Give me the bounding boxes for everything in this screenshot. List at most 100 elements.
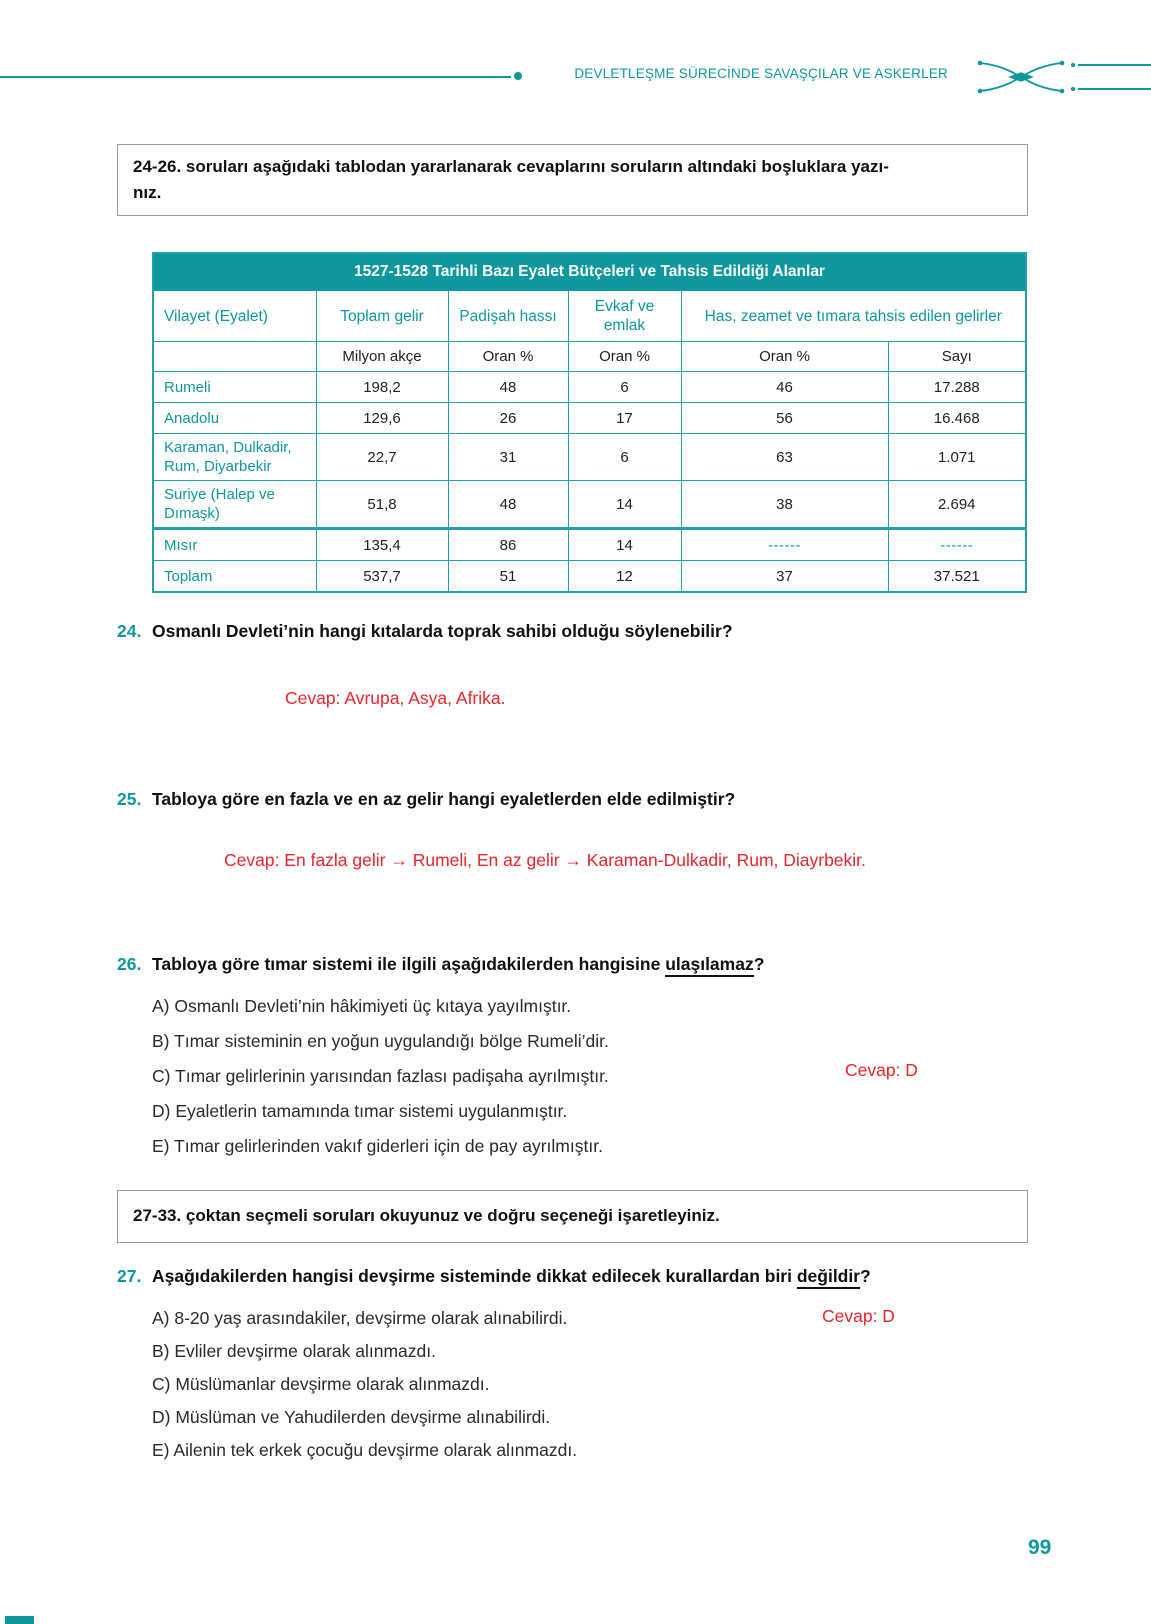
question-25: 25. Tabloya göre en fazla ve en az gelir… <box>117 786 1032 812</box>
value-cell: 31 <box>447 433 569 481</box>
value-cell: 51 <box>447 560 569 593</box>
header-rule-left <box>0 76 511 78</box>
value-cell: 135,4 <box>315 527 449 561</box>
vilayet-cell: Mısır <box>152 527 317 561</box>
value-cell: 6 <box>567 433 682 481</box>
answer-27: Cevap: D <box>822 1306 895 1326</box>
page-number: 99 <box>1028 1536 1052 1559</box>
option: C) Müslümanlar devşirme olarak alınmazdı… <box>152 1374 490 1394</box>
column-header-evkaf: Evkaf ve emlak <box>567 290 682 342</box>
value-cell: ------ <box>887 527 1027 561</box>
question-27: 27. Aşağıdakilerden hangisi devşirme sis… <box>117 1263 1032 1289</box>
header-dot <box>514 72 522 80</box>
option: E) Ailenin tek erkek çocuğu devşirme ola… <box>152 1440 578 1460</box>
table-row: Anadolu 129,6 26 17 56 16.468 <box>152 402 1027 434</box>
option: B) Evliler devşirme olarak alınmazdı. <box>152 1341 436 1361</box>
vilayet-cell: Rumeli <box>152 371 317 403</box>
table-row: Rumeli 198,2 48 6 46 17.288 <box>152 371 1027 403</box>
value-cell: 37.521 <box>887 560 1027 593</box>
vilayet-cell: Karaman, Dulkadir, Rum, Diyarbekir <box>152 433 317 481</box>
value-cell: 56 <box>680 402 889 434</box>
bottom-page-mark <box>5 1616 34 1624</box>
question-number: 27. <box>117 1266 142 1286</box>
table-row: Suriye (Halep ve Dımaşk) 51,8 48 14 38 2.694 <box>152 480 1027 529</box>
unit-oran-1: Oran % <box>447 341 569 372</box>
question-number: 25. <box>117 789 142 809</box>
value-cell: ------ <box>680 527 889 561</box>
value-cell: 198,2 <box>315 371 449 403</box>
option: B) Tımar sisteminin en yoğun uygulandığı… <box>152 1031 609 1051</box>
vilayet-cell: Anadolu <box>152 402 317 434</box>
unit-sayi: Sayı <box>887 341 1027 372</box>
question-24: 24. Osmanlı Devleti’nin hangi kıtalarda … <box>117 618 1032 644</box>
table-row: Toplam 537,7 51 12 37 37.521 <box>152 560 1027 593</box>
instruction-box-24-26: 24-26. soruları aşağıdaki tablodan yarar… <box>117 144 1028 216</box>
table-unit-row: Milyon akçe Oran % Oran % Oran % Sayı <box>152 341 1027 372</box>
value-cell: 12 <box>567 560 682 593</box>
unit-oran-2: Oran % <box>567 341 682 372</box>
column-header-toplam-gelir: Toplam gelir <box>315 290 449 342</box>
value-cell: 63 <box>680 433 889 481</box>
value-cell: 48 <box>447 480 569 529</box>
column-header-vilayet: Vilayet (Eyalet) <box>152 290 317 342</box>
header-ornament-icon <box>977 60 1151 94</box>
options-list-27: A) 8-20 yaş arasındakiler, devşirme olar… <box>152 1306 912 1471</box>
vilayet-cell: Suriye (Halep ve Dımaşk) <box>152 480 317 529</box>
instruction-text: 27-33. çoktan seçmeli soruları okuyunuz … <box>133 1206 720 1225</box>
question-text: Tabloya göre tımar sistemi ile ilgili aş… <box>152 951 764 977</box>
answer-26: Cevap: D <box>845 1060 918 1080</box>
value-cell: 17.288 <box>887 371 1027 403</box>
table-title-row: 1527-1528 Tarihli Bazı Eyalet Bütçeleri … <box>152 252 1027 291</box>
option: A) 8-20 yaş arasındakiler, devşirme olar… <box>152 1308 568 1328</box>
answer-24: Cevap: Avrupa, Asya, Afrika. <box>285 688 506 708</box>
question-text: Tabloya göre en fazla ve en az gelir han… <box>152 789 736 809</box>
value-cell: 48 <box>447 371 569 403</box>
option: D) Müslüman ve Yahudilerden devşirme alı… <box>152 1407 551 1427</box>
value-cell: 6 <box>567 371 682 403</box>
option: D) Eyaletlerin tamamında tımar sistemi u… <box>152 1101 568 1121</box>
value-cell: 14 <box>567 480 682 529</box>
budget-table-body: Rumeli 198,2 48 6 46 17.288 Anadolu 129,6 26 17 56… <box>152 371 1027 593</box>
value-cell: 537,7 <box>315 560 449 593</box>
value-cell: 38 <box>680 480 889 529</box>
table-title: 1527-1528 Tarihli Bazı Eyalet Bütçeleri … <box>152 252 1027 291</box>
underlined-word: ulaşılamaz <box>665 954 754 977</box>
value-cell: 86 <box>447 527 569 561</box>
question-number: 26. <box>117 954 142 974</box>
value-cell: 22,7 <box>315 433 449 481</box>
unit-milyon-akce: Milyon akçe <box>315 341 449 372</box>
table-row: Karaman, Dulkadir, Rum, Diyarbekir 22,7 31… <box>152 433 1027 481</box>
answer-25: Cevap: En fazla gelir → Rumeli, En az ge… <box>224 850 866 870</box>
question-text: Aşağıdakilerden hangisi devşirme sistemi… <box>152 1263 871 1289</box>
options-list-26: A) Osmanlı Devleti’nin hâkimiyeti üç kıt… <box>152 994 912 1169</box>
value-cell: 2.694 <box>887 480 1027 529</box>
option: A) Osmanlı Devleti’nin hâkimiyeti üç kıt… <box>152 996 572 1016</box>
budget-table: 1527-1528 Tarihli Bazı Eyalet Bütçeleri … <box>152 252 1027 593</box>
question-26: 26. Tabloya göre tımar sistemi ile ilgil… <box>117 951 1032 977</box>
table-header-row: Vilayet (Eyalet) Toplam gelir Padişah ha… <box>152 290 1027 342</box>
vilayet-cell: Toplam <box>152 560 317 593</box>
table-row: Mısır 135,4 86 14 ------ ------ <box>152 527 1027 561</box>
instruction-box-27-33: 27-33. çoktan seçmeli soruları okuyunuz … <box>117 1190 1028 1243</box>
value-cell: 46 <box>680 371 889 403</box>
option: E) Tımar gelirlerinden vakıf giderleri i… <box>152 1136 603 1156</box>
question-number: 24. <box>117 621 142 641</box>
value-cell: 37 <box>680 560 889 593</box>
option: C) Tımar gelirlerinin yarısından fazlası… <box>152 1066 609 1086</box>
column-header-has-zeamet: Has, zeamet ve tımara tahsis edilen geli… <box>680 290 1027 342</box>
value-cell: 1.071 <box>887 433 1027 481</box>
question-text: Osmanlı Devleti’nin hangi kıtalarda topr… <box>152 621 733 641</box>
unit-empty <box>152 341 317 372</box>
chapter-title: DEVLETLEŞME SÜRECİNDE SAVAŞÇILAR VE ASKE… <box>574 66 948 81</box>
value-cell: 129,6 <box>315 402 449 434</box>
instruction-line-2: nız. <box>133 183 162 202</box>
column-header-padisah-hassi: Padişah hassı <box>447 290 569 342</box>
value-cell: 14 <box>567 527 682 561</box>
value-cell: 17 <box>567 402 682 434</box>
instruction-line-1: 24-26. soruları aşağıdaki tablodan yarar… <box>133 157 889 176</box>
unit-oran-3: Oran % <box>680 341 889 372</box>
underlined-word: değildir <box>796 1266 861 1289</box>
value-cell: 51,8 <box>315 480 449 529</box>
value-cell: 26 <box>447 402 569 434</box>
